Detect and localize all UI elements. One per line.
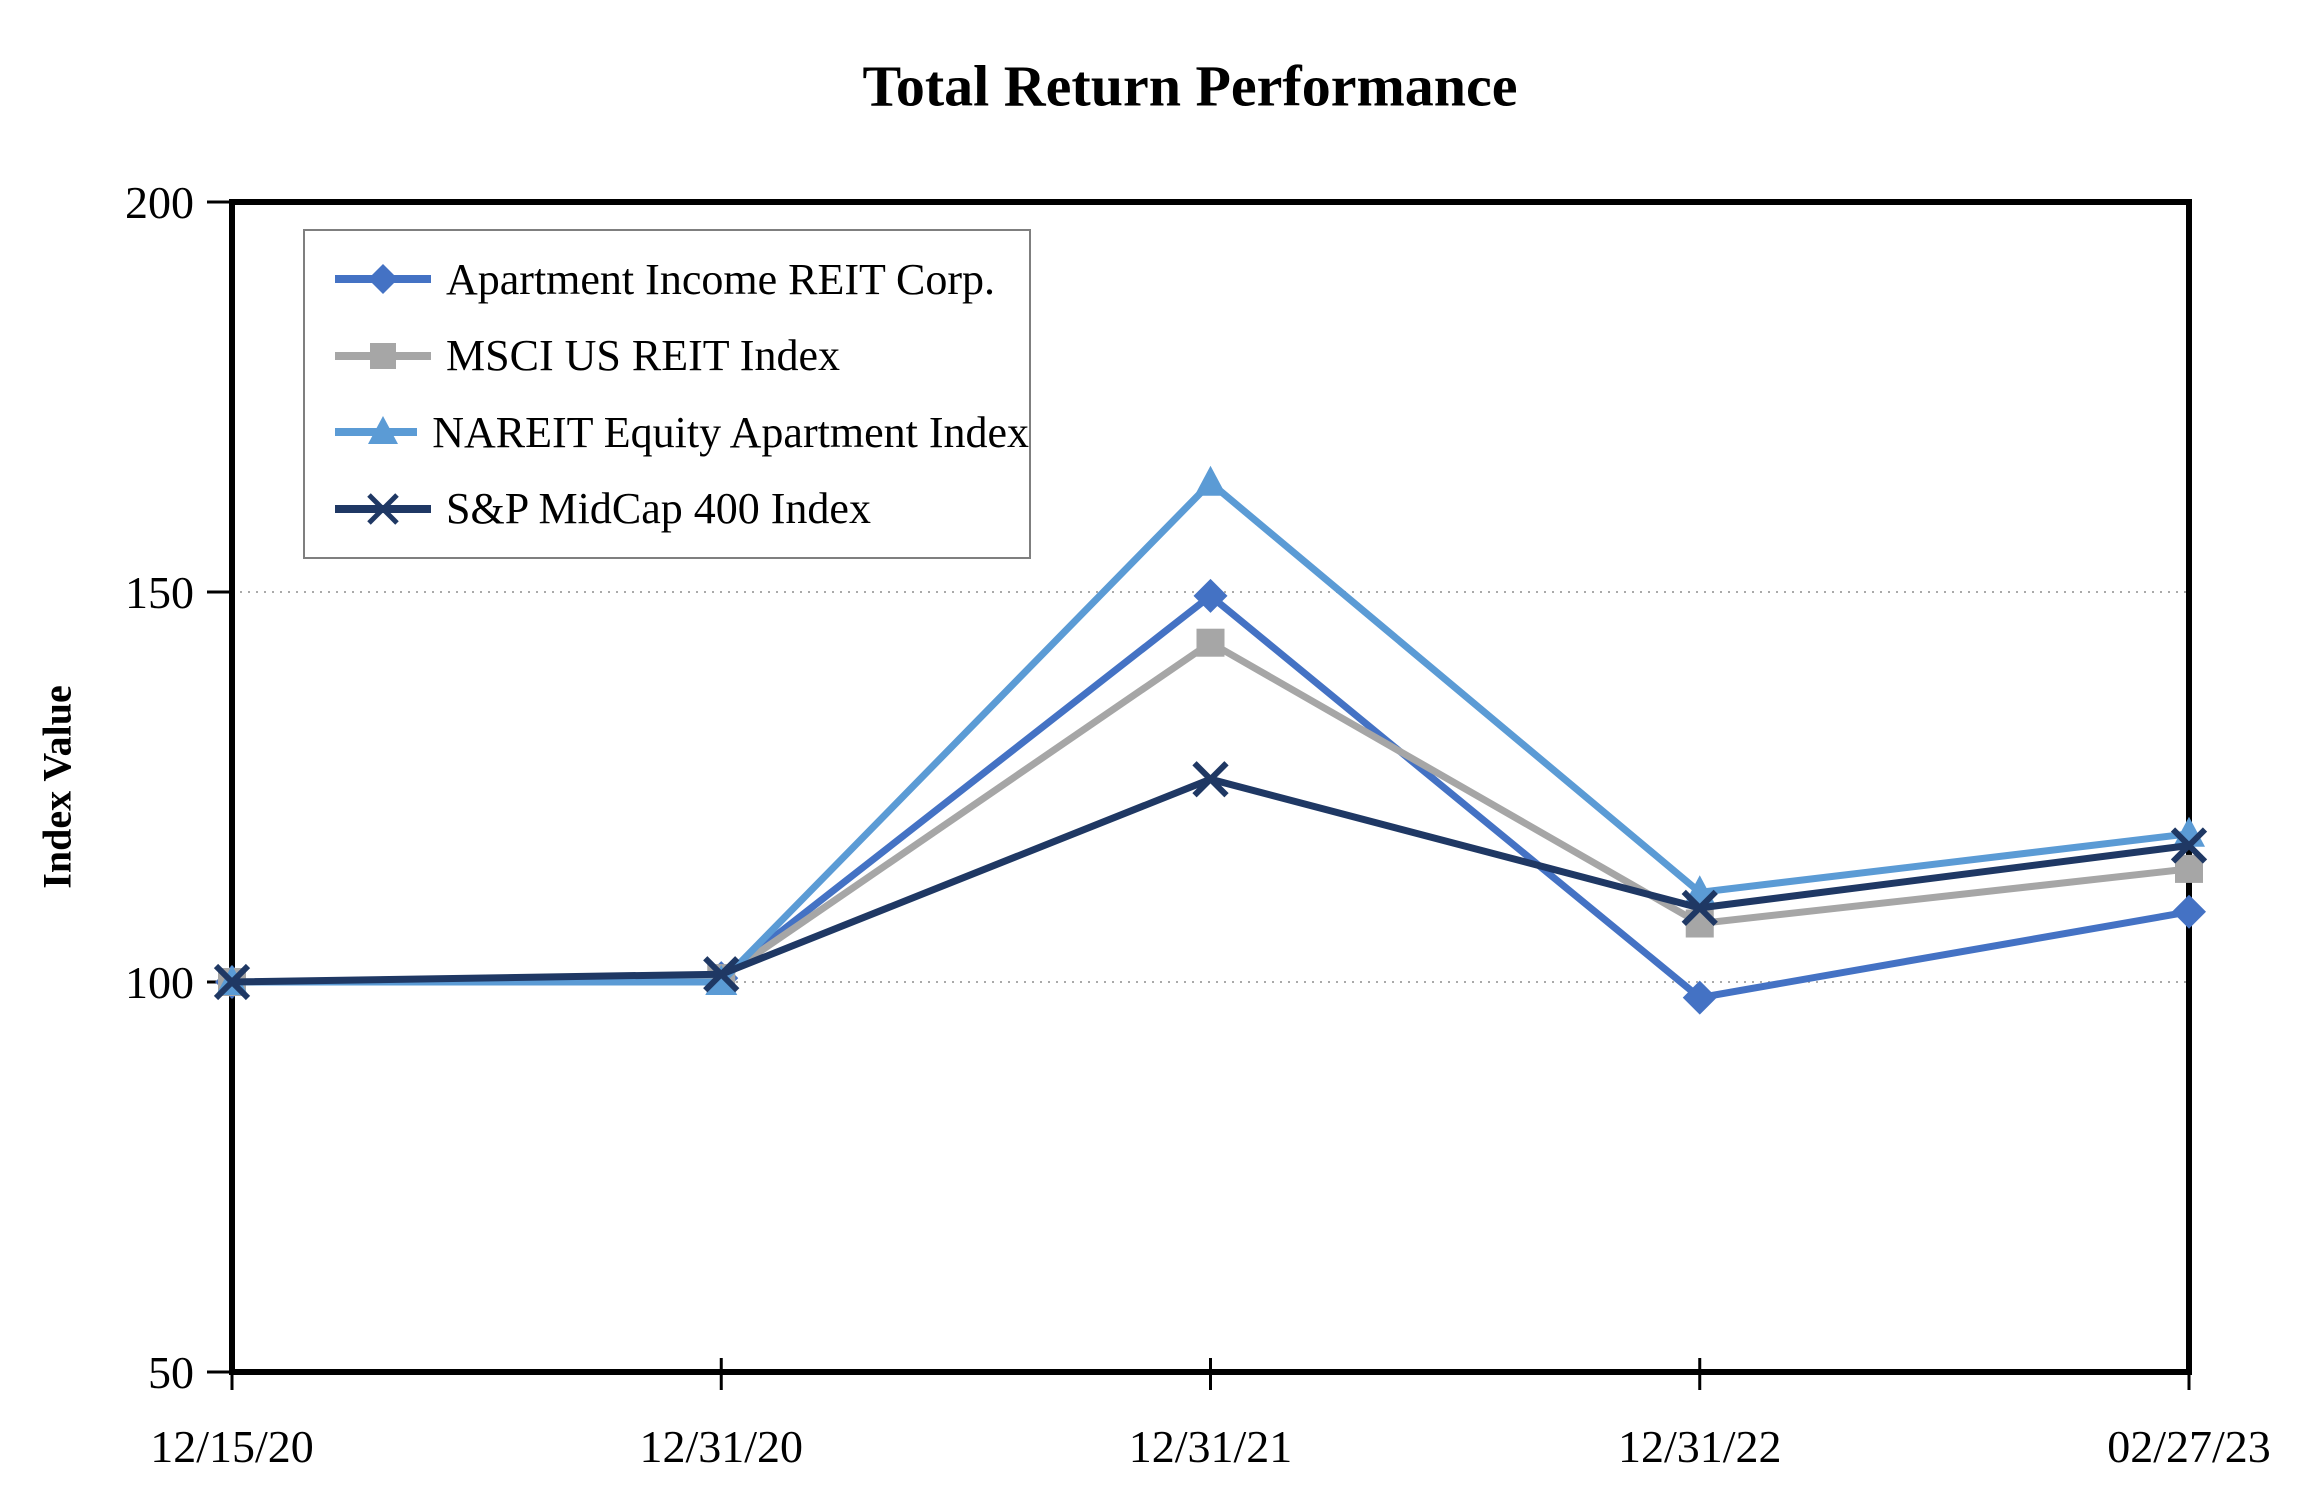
data-point-marker [703,956,740,993]
data-point-marker [2175,854,2203,883]
y-tick-label: 50 [148,1347,194,1398]
x-tick-label: 12/31/21 [1129,1421,1293,1472]
legend-item: Apartment Income REIT Corp. [335,254,1029,305]
legend-label: MSCI US REIT Index [446,331,840,381]
data-point-marker [1192,761,1229,798]
legend-line-sample [335,342,431,369]
data-point-marker [1194,465,1227,496]
legend-label: S&P MidCap 400 Index [446,484,871,534]
chart-title: Total Return Performance [862,53,1518,119]
data-point-marker [1681,889,1718,927]
data-point-marker [1682,980,1717,1015]
legend-item: S&P MidCap 400 Index [335,483,1029,534]
legend-label: NAREIT Equity Apartment Index [432,407,1029,457]
data-point-marker [705,965,738,995]
data-point-marker [2172,894,2206,929]
legend-marker-diamond-icon [368,264,398,295]
data-point-marker [213,963,251,1001]
series-line [231,775,2190,986]
legend-item: MSCI US REIT Index [335,330,1029,381]
y-tick-label: 200 [125,177,194,228]
series-line [231,638,2190,986]
data-point-marker [1193,578,1228,613]
legend-line-sample [335,492,431,525]
legend-label: Apartment Income REIT Corp. [446,254,996,304]
x-tick-label: 02/27/23 [2107,1421,2271,1472]
legend-item: NAREIT Equity Apartment Index [335,407,1029,458]
y-tick-label: 150 [125,567,194,618]
legend-line-sample [335,264,431,295]
x-tick-label: 12/15/20 [150,1421,314,1472]
y-tick-label: 100 [125,957,194,1008]
data-point-marker [1196,628,1225,657]
x-tick-label: 12/31/22 [1618,1421,1782,1472]
data-point-marker [2170,827,2208,864]
x-tick-label: 12/31/20 [639,1421,803,1472]
legend: Apartment Income REIT Corp. MSCI US REIT … [303,229,1031,559]
legend-line-sample [335,416,418,445]
legend-marker-x-icon [367,492,399,525]
legend-marker-triangle-icon [368,416,398,445]
legend-marker-square-icon [370,342,396,369]
